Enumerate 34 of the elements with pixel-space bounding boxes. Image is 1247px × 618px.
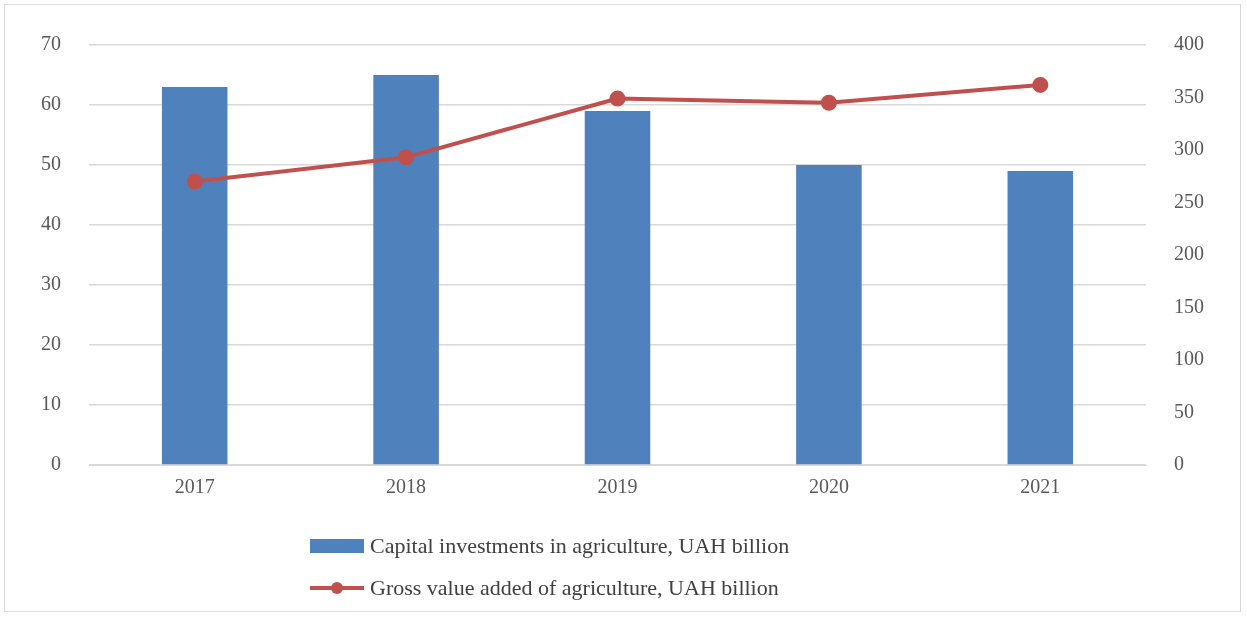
x-tick-label: 2018 (386, 475, 427, 498)
y-tick-label: 30 (41, 272, 61, 295)
y2-tick-label: 300 (1174, 137, 1204, 160)
bar (161, 87, 228, 465)
point (398, 149, 415, 166)
y-tick-label: 70 (41, 32, 61, 55)
y2-tick-label: 250 (1174, 189, 1204, 212)
y2-tick-label: 200 (1174, 242, 1204, 265)
y2-tick-label: 0 (1174, 452, 1184, 475)
legend-label: Capital investments in agriculture, UAH billion (370, 533, 790, 559)
bar (1007, 171, 1074, 465)
y-tick-label: 40 (41, 212, 61, 235)
y-tick-label: 20 (41, 332, 61, 355)
y2-tick-label: 150 (1174, 294, 1204, 317)
point (820, 94, 837, 111)
point (1032, 76, 1049, 93)
x-tick-label: 2020 (808, 475, 849, 498)
x-tick-label: 2017 (174, 475, 215, 498)
x-tick-label: 2021 (1020, 475, 1061, 498)
y2-tick-label: 50 (1174, 399, 1194, 422)
y-tick-label: 60 (41, 92, 61, 115)
bar (584, 111, 651, 465)
point (609, 90, 626, 107)
y2-tick-label: 350 (1174, 84, 1204, 107)
y2-tick-label: 400 (1174, 32, 1204, 55)
point (186, 173, 203, 190)
legend-label: Gross value added of agriculture, UAH billion (370, 575, 779, 601)
x-tick-label: 2019 (597, 475, 638, 498)
y-tick-label: 10 (41, 392, 61, 415)
y-tick-label: 0 (51, 452, 61, 475)
y-tick-label: 50 (41, 152, 61, 175)
bar (373, 75, 439, 465)
bar (796, 165, 862, 465)
y2-tick-label: 100 (1174, 347, 1204, 370)
